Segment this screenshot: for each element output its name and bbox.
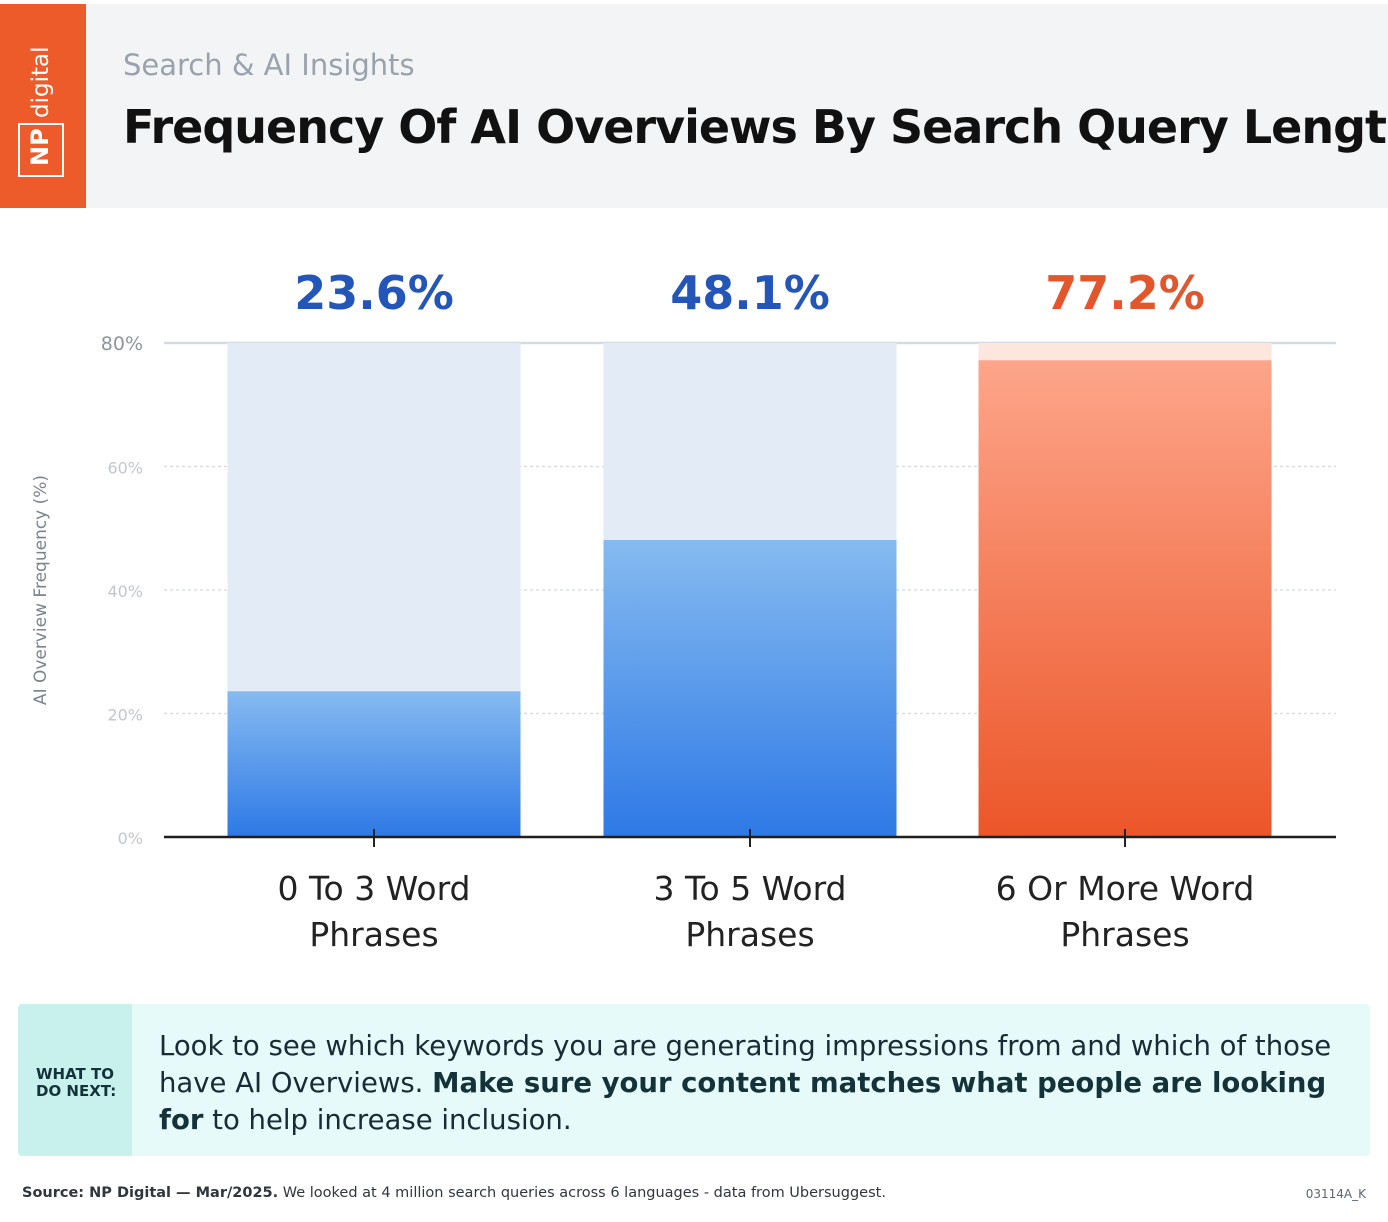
y-axis-title: AI Overview Frequency (%) [31,475,51,705]
what-to-do-next-callout: WHAT TO DO NEXT: Look to see which keywo… [18,1004,1370,1156]
bar-value-label: 48.1% [670,266,830,320]
subtitle: Search & AI Insights [123,48,415,82]
y-tick-label: 20% [107,706,143,725]
svg-text:digital: digital [28,47,54,118]
x-category-label: 6 Or More Word [996,869,1255,908]
callout-tag-label: WHAT TO DO NEXT: [36,1065,117,1100]
source-note: Source: NP Digital — Mar/2025. We looked… [22,1185,886,1201]
chart-code: 03114A_K [1305,1187,1366,1201]
source-label: Source: NP Digital — Mar/2025. [22,1185,279,1201]
np-digital-logo-icon: NP digital [18,47,64,177]
x-category-label: Phrases [685,915,814,954]
page-title: Frequency Of AI Overviews By Search Quer… [123,100,1388,154]
y-tick-label: 0% [118,829,143,848]
x-category-label: Phrases [309,915,438,954]
bar-value-label: 77.2% [1045,266,1205,320]
bar [603,539,897,837]
svg-text:NP: NP [26,128,54,166]
bar [227,691,521,837]
x-category-label: 0 To 3 Word [277,869,470,908]
bar-chart: 0%20%40%60%80%AI Overview Frequency (%) … [31,266,1336,954]
source-description: We looked at 4 million search queries ac… [282,1185,886,1201]
bar [978,360,1272,837]
x-category-label: 3 To 5 Word [653,869,846,908]
y-tick-label: 60% [107,459,143,478]
np-digital-logo: NP digital [0,4,86,208]
y-tick-label: 40% [107,582,143,601]
x-category-label: Phrases [1060,915,1189,954]
bar-value-label: 23.6% [294,266,454,320]
y-tick-label: 80% [101,333,143,355]
header-band [0,4,1388,208]
callout-text-end: to help increase inclusion. [212,1104,572,1136]
callout-tag: WHAT TO DO NEXT: [18,1004,132,1156]
callout-text-emphasis: Make sure your content matches what peop… [159,1067,1327,1136]
callout-text: Look to see which keywords you are gener… [159,1028,1339,1139]
callout-text-intro: Look to see which keywords you are gener… [159,1030,1332,1099]
